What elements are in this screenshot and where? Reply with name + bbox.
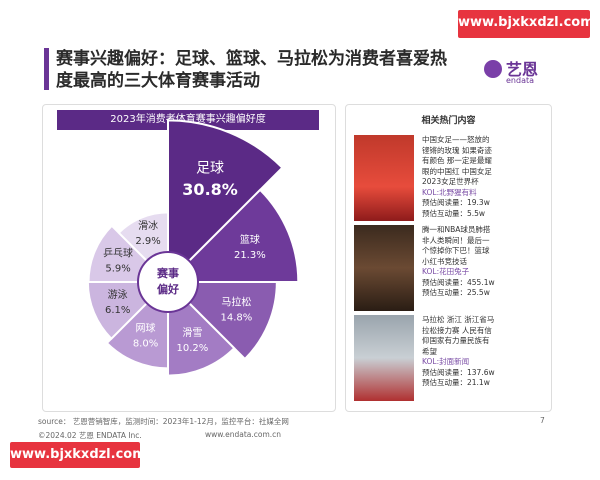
- sector-label: 滑雪: [182, 327, 202, 339]
- title-accent: [44, 48, 49, 90]
- value-label: 8.0%: [133, 338, 158, 349]
- copyright: ©2024.02 艺恩 ENDATA Inc.: [38, 431, 142, 440]
- chart-panel: [42, 104, 336, 412]
- sector-label: 游泳: [108, 288, 128, 301]
- item-line: 有颜色 那一定是最耀: [422, 156, 492, 165]
- item-kol: KOL:花田兔子: [422, 267, 470, 276]
- item-line: 2023女足世界杯: [422, 177, 479, 186]
- thumbnail: [354, 315, 414, 401]
- sector-label: 滑冰: [138, 219, 158, 232]
- item-kol: KOL:封面新闻: [422, 357, 470, 366]
- thumbnail: [354, 135, 414, 221]
- logo-text: 艺恩: [506, 60, 539, 79]
- item-line: 腾一和NBA球员肺搭: [422, 225, 491, 234]
- related-item: 马拉松 浙江 浙江省马 拉松接力赛 人民有信 仰国家有力量民族有 希望 KOL:封面新闻…: [354, 315, 539, 405]
- logo-sub: endata: [506, 76, 535, 85]
- center-label: 赛事: [156, 266, 179, 280]
- item-text: 中国女足——怒放的 铿锵的玫瑰 如果奇迹 有颜色 那一定是最耀 眼的中国红 中国女足 2…: [422, 135, 492, 219]
- item-line: 中国女足——怒放的: [422, 135, 490, 144]
- item-interact: 预估互动量：5.5w: [422, 208, 486, 218]
- title-line: 赛事兴趣偏好：足球、篮球、马拉松为消费者喜爱热: [56, 49, 447, 69]
- item-text: 腾一和NBA球员肺搭 非人类瞬间！最后一 个惊掉你下巴！篮球 小红书竞技话 KOL:花田…: [422, 225, 495, 299]
- item-interact: 预估互动量：25.5w: [422, 288, 490, 297]
- site: www.endata.com.cn: [205, 430, 282, 439]
- value-label: 10.2%: [176, 343, 208, 354]
- page-number: 7: [540, 416, 545, 425]
- sector-label: 马拉松: [221, 295, 251, 308]
- item-read: 预估阅读量：19.3w: [422, 198, 490, 207]
- value-label: 30.8%: [182, 180, 238, 199]
- related-panel: 相关热门内容 中国女足——怒放的 铿锵的玫瑰 如果奇迹 有颜色 那一定是最耀 眼的中国…: [345, 104, 552, 412]
- chart-title: 2023年消费者体育赛事兴趣偏好度: [57, 110, 319, 130]
- item-line: 希望: [422, 346, 437, 356]
- center-label: 偏好: [157, 282, 179, 296]
- watermark: www.bjxkxdzl.com: [458, 10, 594, 38]
- value-label: 14.8%: [220, 312, 252, 323]
- value-label: 21.3%: [234, 250, 266, 261]
- related-item: 中国女足——怒放的 铿锵的玫瑰 如果奇迹 有颜色 那一定是最耀 眼的中国红 中国女足 2…: [354, 135, 539, 225]
- item-line: 眼的中国红 中国女足: [422, 166, 492, 176]
- sector-label: 篮球: [240, 233, 260, 246]
- thumbnail: [354, 225, 414, 311]
- sector-label: 乒乓球: [103, 246, 133, 259]
- item-kol: KOL:北野猩有料: [422, 187, 477, 197]
- rose-sector: [165, 188, 300, 283]
- item-line: 个惊掉你下巴！篮球: [422, 246, 490, 255]
- logo-icon: [484, 60, 502, 78]
- title-line: 度最高的三大体育赛事活动: [56, 71, 260, 91]
- item-interact: 预估互动量：21.1w: [422, 378, 490, 387]
- value-label: 5.9%: [105, 263, 130, 274]
- item-text: 马拉松 浙江 浙江省马 拉松接力赛 人民有信 仰国家有力量民族有 希望 KOL:封面新闻…: [422, 315, 495, 389]
- watermark: www.bjxkxdzl.com: [10, 442, 146, 468]
- rose-sector: [165, 281, 278, 361]
- item-line: 非人类瞬间！最后一: [422, 235, 490, 245]
- item-read: 预估阅读量：137.6w: [422, 367, 495, 377]
- related-title: 相关热门内容: [421, 116, 476, 126]
- item-read: 预估阅读量：455.1w: [422, 277, 495, 287]
- related-item: 腾一和NBA球员肺搭 非人类瞬间！最后一 个惊掉你下巴！篮球 小红书竞技话 KOL:花田…: [354, 225, 539, 315]
- item-line: 铿锵的玫瑰 如果奇迹: [422, 145, 492, 155]
- slide-title: 赛事兴趣偏好：足球、篮球、马拉松为消费者喜爱热 度最高的三大体育赛事活动: [56, 48, 447, 92]
- item-line: 拉松接力赛 人民有信: [422, 325, 492, 335]
- item-line: 马拉松 浙江 浙江省马: [422, 315, 495, 324]
- center-circle: [137, 251, 199, 313]
- sector-label: 足球: [196, 160, 224, 176]
- source-note: source： 艺恩营销智库，监测时间：2023年1-12月，监控平台：社媒全网: [38, 417, 289, 426]
- value-label: 6.1%: [105, 305, 130, 316]
- value-label: 2.9%: [135, 236, 160, 247]
- item-line: 仰国家有力量民族有: [422, 336, 490, 345]
- sector-label: 网球: [136, 321, 156, 334]
- item-line: 小红书竞技话: [422, 256, 467, 266]
- rose-sector: [167, 119, 284, 285]
